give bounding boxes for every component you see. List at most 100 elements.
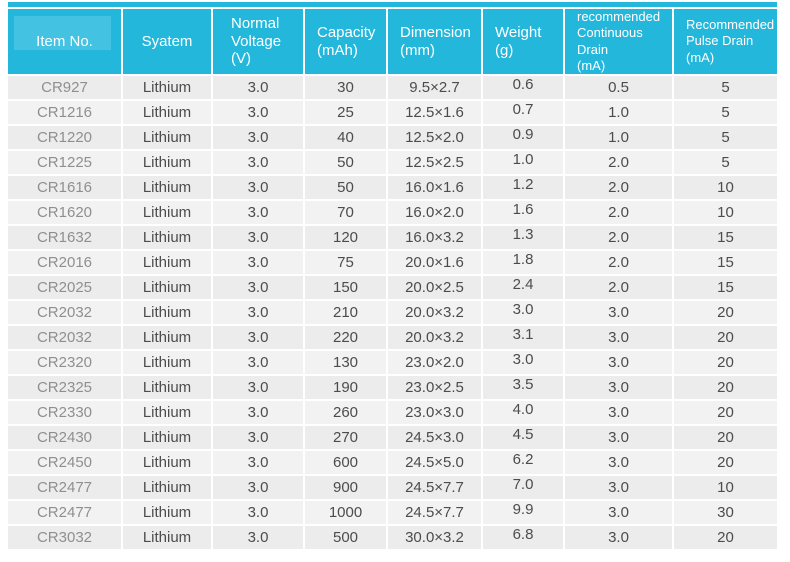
cell-dimension: 20.0×3.2 (388, 301, 481, 324)
cell-value: Lithium (142, 454, 192, 471)
cell-value: 20.0×2.5 (405, 279, 464, 296)
cell-capacity: 120 (305, 226, 386, 249)
cell-value: Lithium (142, 479, 192, 496)
cell-value: CR1216 (36, 104, 93, 121)
cell-value: Lithium (142, 429, 192, 446)
cell-system: Lithium (123, 251, 211, 274)
cell-cont-drain: 3.0 (565, 526, 672, 549)
cell-value: Lithium (142, 354, 192, 371)
header-label: Recommended Pulse Drain (mA) (686, 17, 775, 65)
cell-value: 3.0 (247, 179, 269, 196)
cell-value: 20.0×3.2 (405, 304, 464, 321)
table-row: CR2016 Lithium 3.0 75 20.0×1.6 1.8 2.0 15 (8, 251, 777, 274)
cell-value: 12.5×2.5 (405, 154, 464, 171)
cell-value: 5 (721, 129, 730, 146)
header-cell-weight: Weight (g) (483, 9, 563, 74)
cell-value: CR2025 (36, 279, 93, 296)
cell-weight: 3.1 (483, 326, 563, 349)
cell-dimension: 20.0×3.2 (388, 326, 481, 349)
cell-item-no: CR2330 (8, 401, 121, 424)
cell-pulse-drain: 20 (674, 376, 777, 399)
spec-table-header: Item No. Syatem Normal Voltage (V) Capac… (8, 9, 777, 74)
cell-system: Lithium (123, 151, 211, 174)
header-cell-pulse-drain: Recommended Pulse Drain (mA) (674, 9, 777, 74)
cell-voltage: 3.0 (213, 251, 303, 274)
cell-item-no: CR2320 (8, 351, 121, 374)
header-cell-dimension: Dimension (mm) (388, 9, 481, 74)
cell-value: Lithium (142, 379, 192, 396)
cell-dimension: 12.5×2.5 (388, 151, 481, 174)
cell-system: Lithium (123, 501, 211, 524)
cell-value: 6.2 (512, 451, 534, 468)
cell-value: CR2032 (36, 304, 93, 321)
cell-system: Lithium (123, 401, 211, 424)
cell-value: 2.0 (608, 254, 629, 271)
cell-system: Lithium (123, 351, 211, 374)
cell-pulse-drain: 10 (674, 176, 777, 199)
table-row: CR1220 Lithium 3.0 40 12.5×2.0 0.9 1.0 5 (8, 126, 777, 149)
cell-dimension: 16.0×3.2 (388, 226, 481, 249)
cell-system: Lithium (123, 76, 211, 99)
cell-value: 20.0×3.2 (405, 329, 464, 346)
cell-item-no: CR2430 (8, 426, 121, 449)
cell-value: 7.0 (512, 476, 534, 493)
cell-cont-drain: 1.0 (565, 126, 672, 149)
cell-value: 3.0 (247, 129, 269, 146)
cell-value: 3.0 (247, 229, 269, 246)
cell-dimension: 12.5×2.0 (388, 126, 481, 149)
cell-cont-drain: 2.0 (565, 226, 672, 249)
table-row: CR2025 Lithium 3.0 150 20.0×2.5 2.4 2.0 15 (8, 276, 777, 299)
cell-voltage: 3.0 (213, 426, 303, 449)
cell-pulse-drain: 20 (674, 426, 777, 449)
cell-cont-drain: 2.0 (565, 176, 672, 199)
cell-value: 23.0×2.5 (405, 379, 464, 396)
cell-weight: 0.9 (483, 126, 563, 149)
table-row: CR2032 Lithium 3.0 210 20.0×3.2 3.0 3.0 20 (8, 301, 777, 324)
cell-voltage: 3.0 (213, 401, 303, 424)
cell-value: 3.0 (608, 354, 629, 371)
cell-value: 30.0×3.2 (405, 529, 464, 546)
cell-item-no: CR2325 (8, 376, 121, 399)
cell-capacity: 270 (305, 426, 386, 449)
table-row: CR1616 Lithium 3.0 50 16.0×1.6 1.2 2.0 10 (8, 176, 777, 199)
cell-value: 3.0 (247, 79, 269, 96)
cell-system: Lithium (123, 301, 211, 324)
cell-capacity: 50 (305, 151, 386, 174)
cell-voltage: 3.0 (213, 501, 303, 524)
cell-weight: 0.6 (483, 76, 563, 99)
cell-weight: 1.2 (483, 176, 563, 199)
cell-value: Lithium (142, 254, 192, 271)
cell-voltage: 3.0 (213, 126, 303, 149)
cell-value: 23.0×2.0 (405, 354, 464, 371)
cell-value: 3.0 (512, 301, 534, 318)
cell-item-no: CR2450 (8, 451, 121, 474)
cell-value: 20 (717, 404, 734, 421)
battery-spec-table: Item No. Syatem Normal Voltage (V) Capac… (6, 7, 779, 551)
cell-value: 16.0×1.6 (405, 179, 464, 196)
cell-value: 1.6 (512, 201, 534, 218)
cell-system: Lithium (123, 426, 211, 449)
cell-dimension: 23.0×3.0 (388, 401, 481, 424)
cell-value: 3.0 (247, 404, 269, 421)
cell-value: CR2430 (36, 429, 93, 446)
table-row: CR2325 Lithium 3.0 190 23.0×2.5 3.5 3.0 20 (8, 376, 777, 399)
table-top-accent-bar (8, 2, 777, 7)
cell-value: 3.1 (512, 326, 534, 343)
cell-value: 1.0 (512, 151, 534, 168)
cell-dimension: 24.5×3.0 (388, 426, 481, 449)
cell-value: 24.5×7.7 (405, 479, 464, 496)
cell-voltage: 3.0 (213, 276, 303, 299)
table-row: CR1632 Lithium 3.0 120 16.0×3.2 1.3 2.0 15 (8, 226, 777, 249)
cell-weight: 1.6 (483, 201, 563, 224)
cell-value: Lithium (142, 154, 192, 171)
cell-value: 1.0 (608, 104, 629, 121)
cell-value: 1.2 (512, 176, 534, 193)
cell-voltage: 3.0 (213, 101, 303, 124)
header-cell-capacity: Capacity (mAh) (305, 9, 386, 74)
cell-value: 20 (717, 379, 734, 396)
cell-pulse-drain: 20 (674, 451, 777, 474)
cell-value: 1.8 (512, 251, 534, 268)
cell-value: 25 (337, 104, 354, 121)
cell-capacity: 260 (305, 401, 386, 424)
cell-value: Lithium (142, 204, 192, 221)
